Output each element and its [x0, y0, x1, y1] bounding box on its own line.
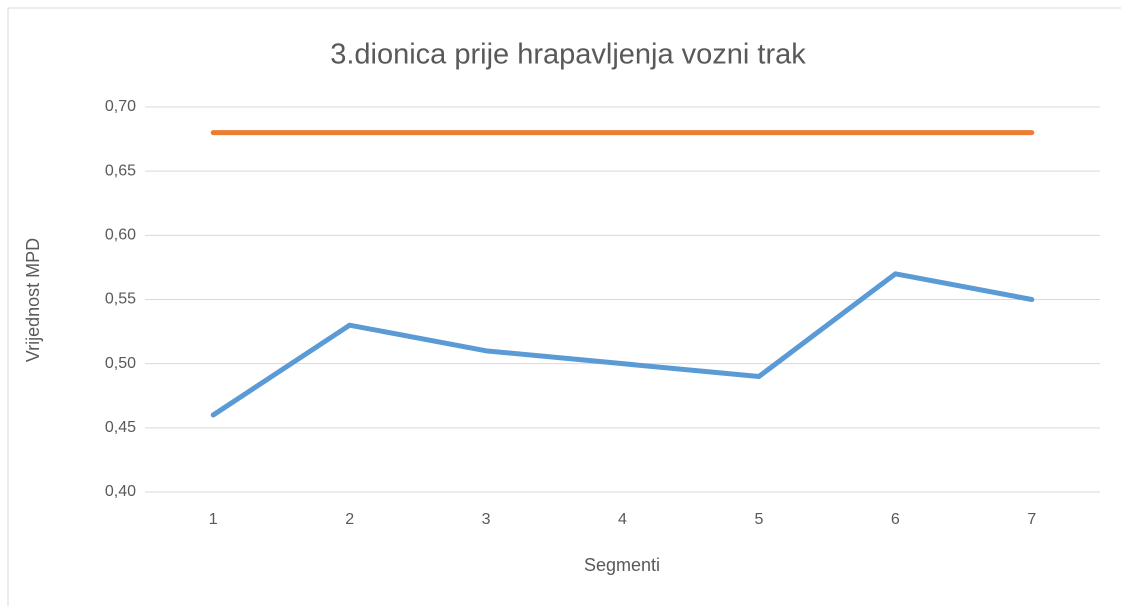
series-line — [210, 271, 1035, 418]
chart-title: 3.dionica prije hrapavljenja vozni trak — [330, 39, 806, 71]
x-tick-label: 5 — [754, 511, 763, 528]
y-tick-label: 0,50 — [105, 355, 136, 372]
x-axis-label: Segmenti — [584, 555, 660, 575]
y-tick-label: 0,65 — [105, 162, 136, 179]
chart-border — [7, 7, 1121, 606]
y-axis-label: Vrijednost MPD — [23, 238, 43, 362]
x-tick-label: 3 — [482, 511, 491, 528]
y-tick-label: 0,70 — [105, 98, 136, 115]
y-tick-label: 0,55 — [105, 291, 136, 308]
x-tick-label: 7 — [1027, 511, 1036, 528]
x-tick-label: 6 — [891, 511, 900, 528]
y-tick-label: 0,40 — [105, 483, 136, 500]
x-tick-label: 4 — [618, 511, 627, 528]
x-tick-label: 1 — [209, 511, 218, 528]
y-tick-label: 0,60 — [105, 227, 136, 244]
y-tick-label: 0,45 — [105, 419, 136, 436]
x-tick-label: 2 — [345, 511, 354, 528]
